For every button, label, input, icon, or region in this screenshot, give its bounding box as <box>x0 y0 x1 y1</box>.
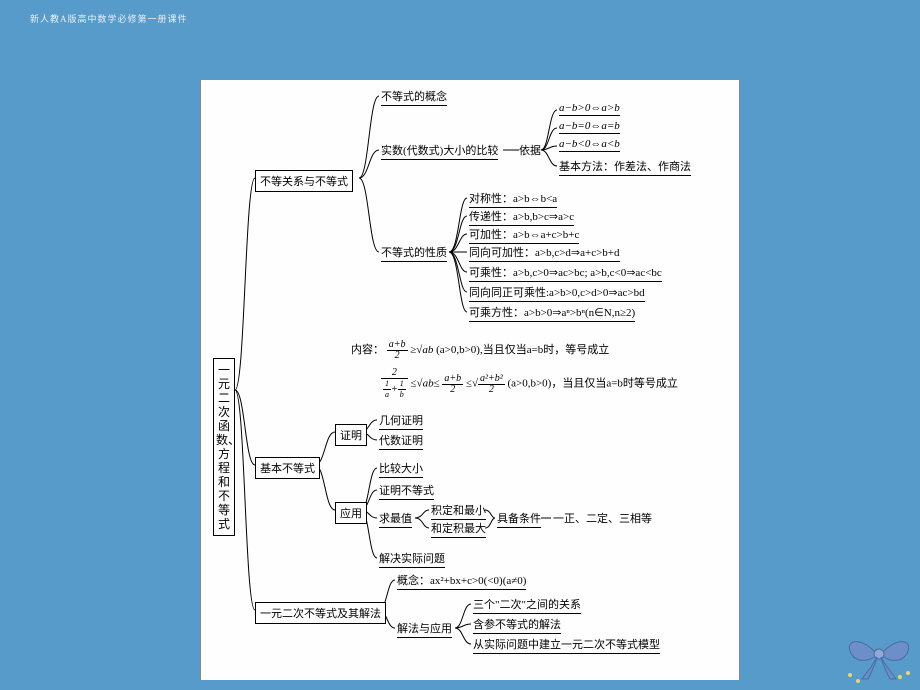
c-method-1: 含参不等式的解法 <box>473 616 561 634</box>
node-basic-inequality: 基本不等式 <box>255 457 320 479</box>
content-line-1: 内容： a+b2 ≥√ab (a>0,b>0),当且仅当a=b时，等号成立 <box>351 340 609 361</box>
c-method-0: 三个"二次"之间的关系 <box>473 596 581 614</box>
c-method: 解法与应用 <box>397 620 452 638</box>
basis-0: a−b>0⇔a>b <box>559 102 620 116</box>
apply-extreme-sub1: 和定积最大 <box>431 520 486 538</box>
proof-1: 代数证明 <box>379 432 423 450</box>
apply-compare: 比较大小 <box>379 460 423 478</box>
basis-2: a−b<0⇔a<b <box>559 138 620 152</box>
bow-icon <box>844 629 914 684</box>
apply-extreme: 求最值 <box>379 510 412 528</box>
apply-cond: 具备条件 <box>497 510 541 528</box>
apply-rule: 一正、二定、三相等 <box>553 510 652 526</box>
c-method-2: 从实际问题中建立一元二次不等式模型 <box>473 636 660 654</box>
basis-3: 基本方法：作差法、作商法 <box>559 158 691 176</box>
c-concept: 概念：ax²+bx+c>0(<0)(a≠0) <box>397 572 526 590</box>
node-inequality-relation: 不等关系与不等式 <box>255 170 353 192</box>
prop-6: 可乘方性：a>b>0⇒aⁿ>bⁿ(n∈N,n≥2) <box>469 304 635 322</box>
slide-header: 新人教A版高中数学必修第一册课件 <box>30 12 188 25</box>
proof-0: 几何证明 <box>379 412 423 430</box>
leaf-basis-label: 依据 <box>519 142 541 158</box>
node-apply: 应用 <box>335 502 367 524</box>
basis-1: a−b=0⇔a=b <box>559 120 620 134</box>
apply-prove: 证明不等式 <box>379 482 434 500</box>
prop-3: 同向可加性：a>b,c>d⇒a+c>b+d <box>469 244 620 262</box>
concept-map: 一元二次函数、方程和不等式 不等关系与不等式 基本不等式 一元二次不等式及其解法… <box>200 80 740 680</box>
leaf-properties: 不等式的性质 <box>381 244 447 262</box>
root-node: 一元二次函数、方程和不等式 <box>213 358 235 536</box>
leaf-compare: 实数(代数式)大小的比较 <box>381 142 498 160</box>
content-line-2: 21a+1b ≤√ab≤ a+b2 ≤√a²+b²2 (a>0,b>0)，当且仅… <box>381 368 678 400</box>
prop-5: 同向同正可乘性:a>b>0,c>d>0⇒ac>bd <box>469 284 645 302</box>
prop-4: 可乘性：a>b,c>0⇒ac>bc; a>b,c<0⇒ac<bc <box>469 264 662 282</box>
node-proof: 证明 <box>335 424 367 446</box>
apply-real: 解决实际问题 <box>379 550 445 568</box>
prop-0: 对称性：a>b⇔b<a <box>469 190 557 208</box>
prop-1: 传递性：a>b,b>c⇒a>c <box>469 208 574 226</box>
node-quadratic-inequality: 一元二次不等式及其解法 <box>255 602 386 624</box>
apply-extreme-sub0: 积定和最小 <box>431 502 486 520</box>
prop-2: 可加性：a>b⇔a+c>b+c <box>469 226 579 244</box>
leaf-concept: 不等式的概念 <box>381 88 447 106</box>
